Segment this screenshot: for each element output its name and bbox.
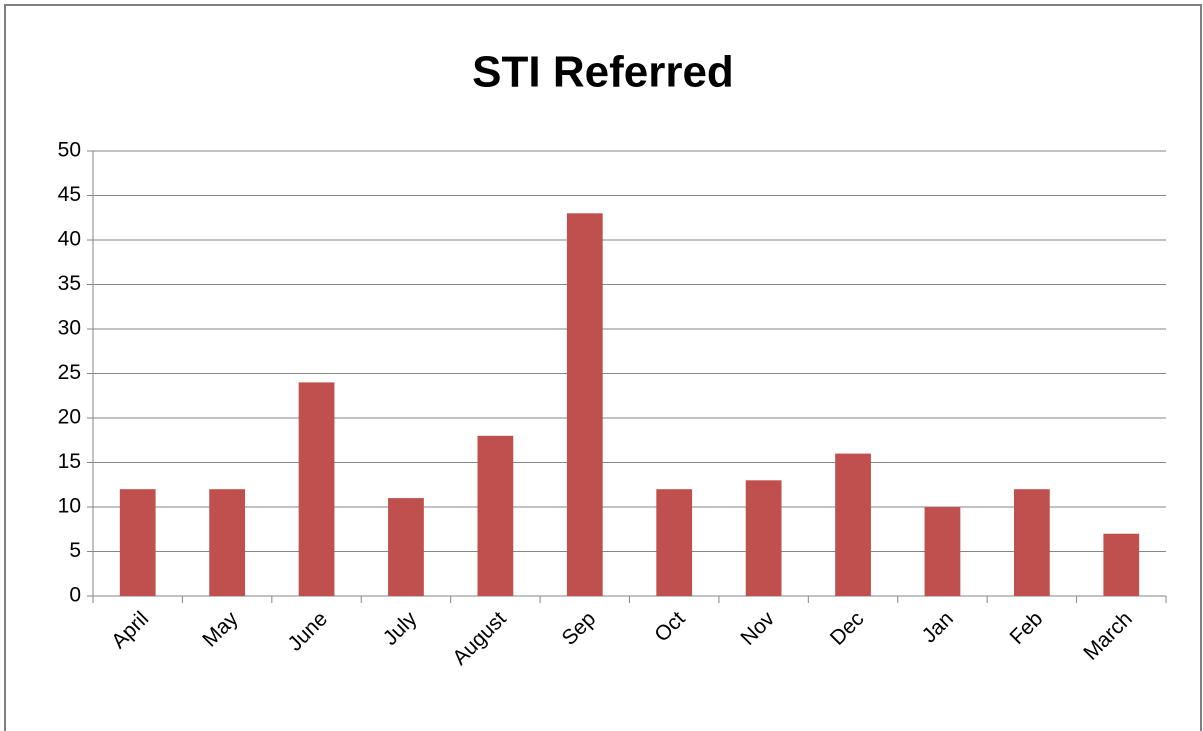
bar bbox=[656, 489, 693, 596]
y-tick-label: 20 bbox=[58, 406, 81, 429]
bar bbox=[835, 453, 871, 596]
y-tick-label: 40 bbox=[58, 228, 81, 251]
bar bbox=[924, 507, 961, 596]
y-tick-label: 0 bbox=[69, 584, 81, 607]
bar bbox=[745, 480, 782, 596]
y-tick-label: 30 bbox=[58, 317, 81, 340]
bar bbox=[1013, 489, 1050, 596]
y-tick-label: 5 bbox=[69, 539, 81, 562]
bar bbox=[477, 435, 514, 596]
chart-border bbox=[4, 4, 1202, 731]
bar bbox=[119, 489, 156, 596]
bar bbox=[388, 498, 424, 596]
y-tick-label: 35 bbox=[58, 272, 81, 295]
chart-title: STI Referred bbox=[472, 48, 734, 97]
bar bbox=[298, 382, 335, 596]
y-tick-label: 50 bbox=[58, 139, 81, 162]
bar bbox=[1103, 533, 1140, 596]
bar bbox=[566, 213, 603, 597]
y-tick-label: 25 bbox=[58, 361, 81, 384]
bar bbox=[209, 489, 246, 596]
y-tick-label: 45 bbox=[58, 183, 81, 206]
y-tick-label: 10 bbox=[58, 495, 81, 518]
y-tick-label: 15 bbox=[58, 450, 81, 473]
